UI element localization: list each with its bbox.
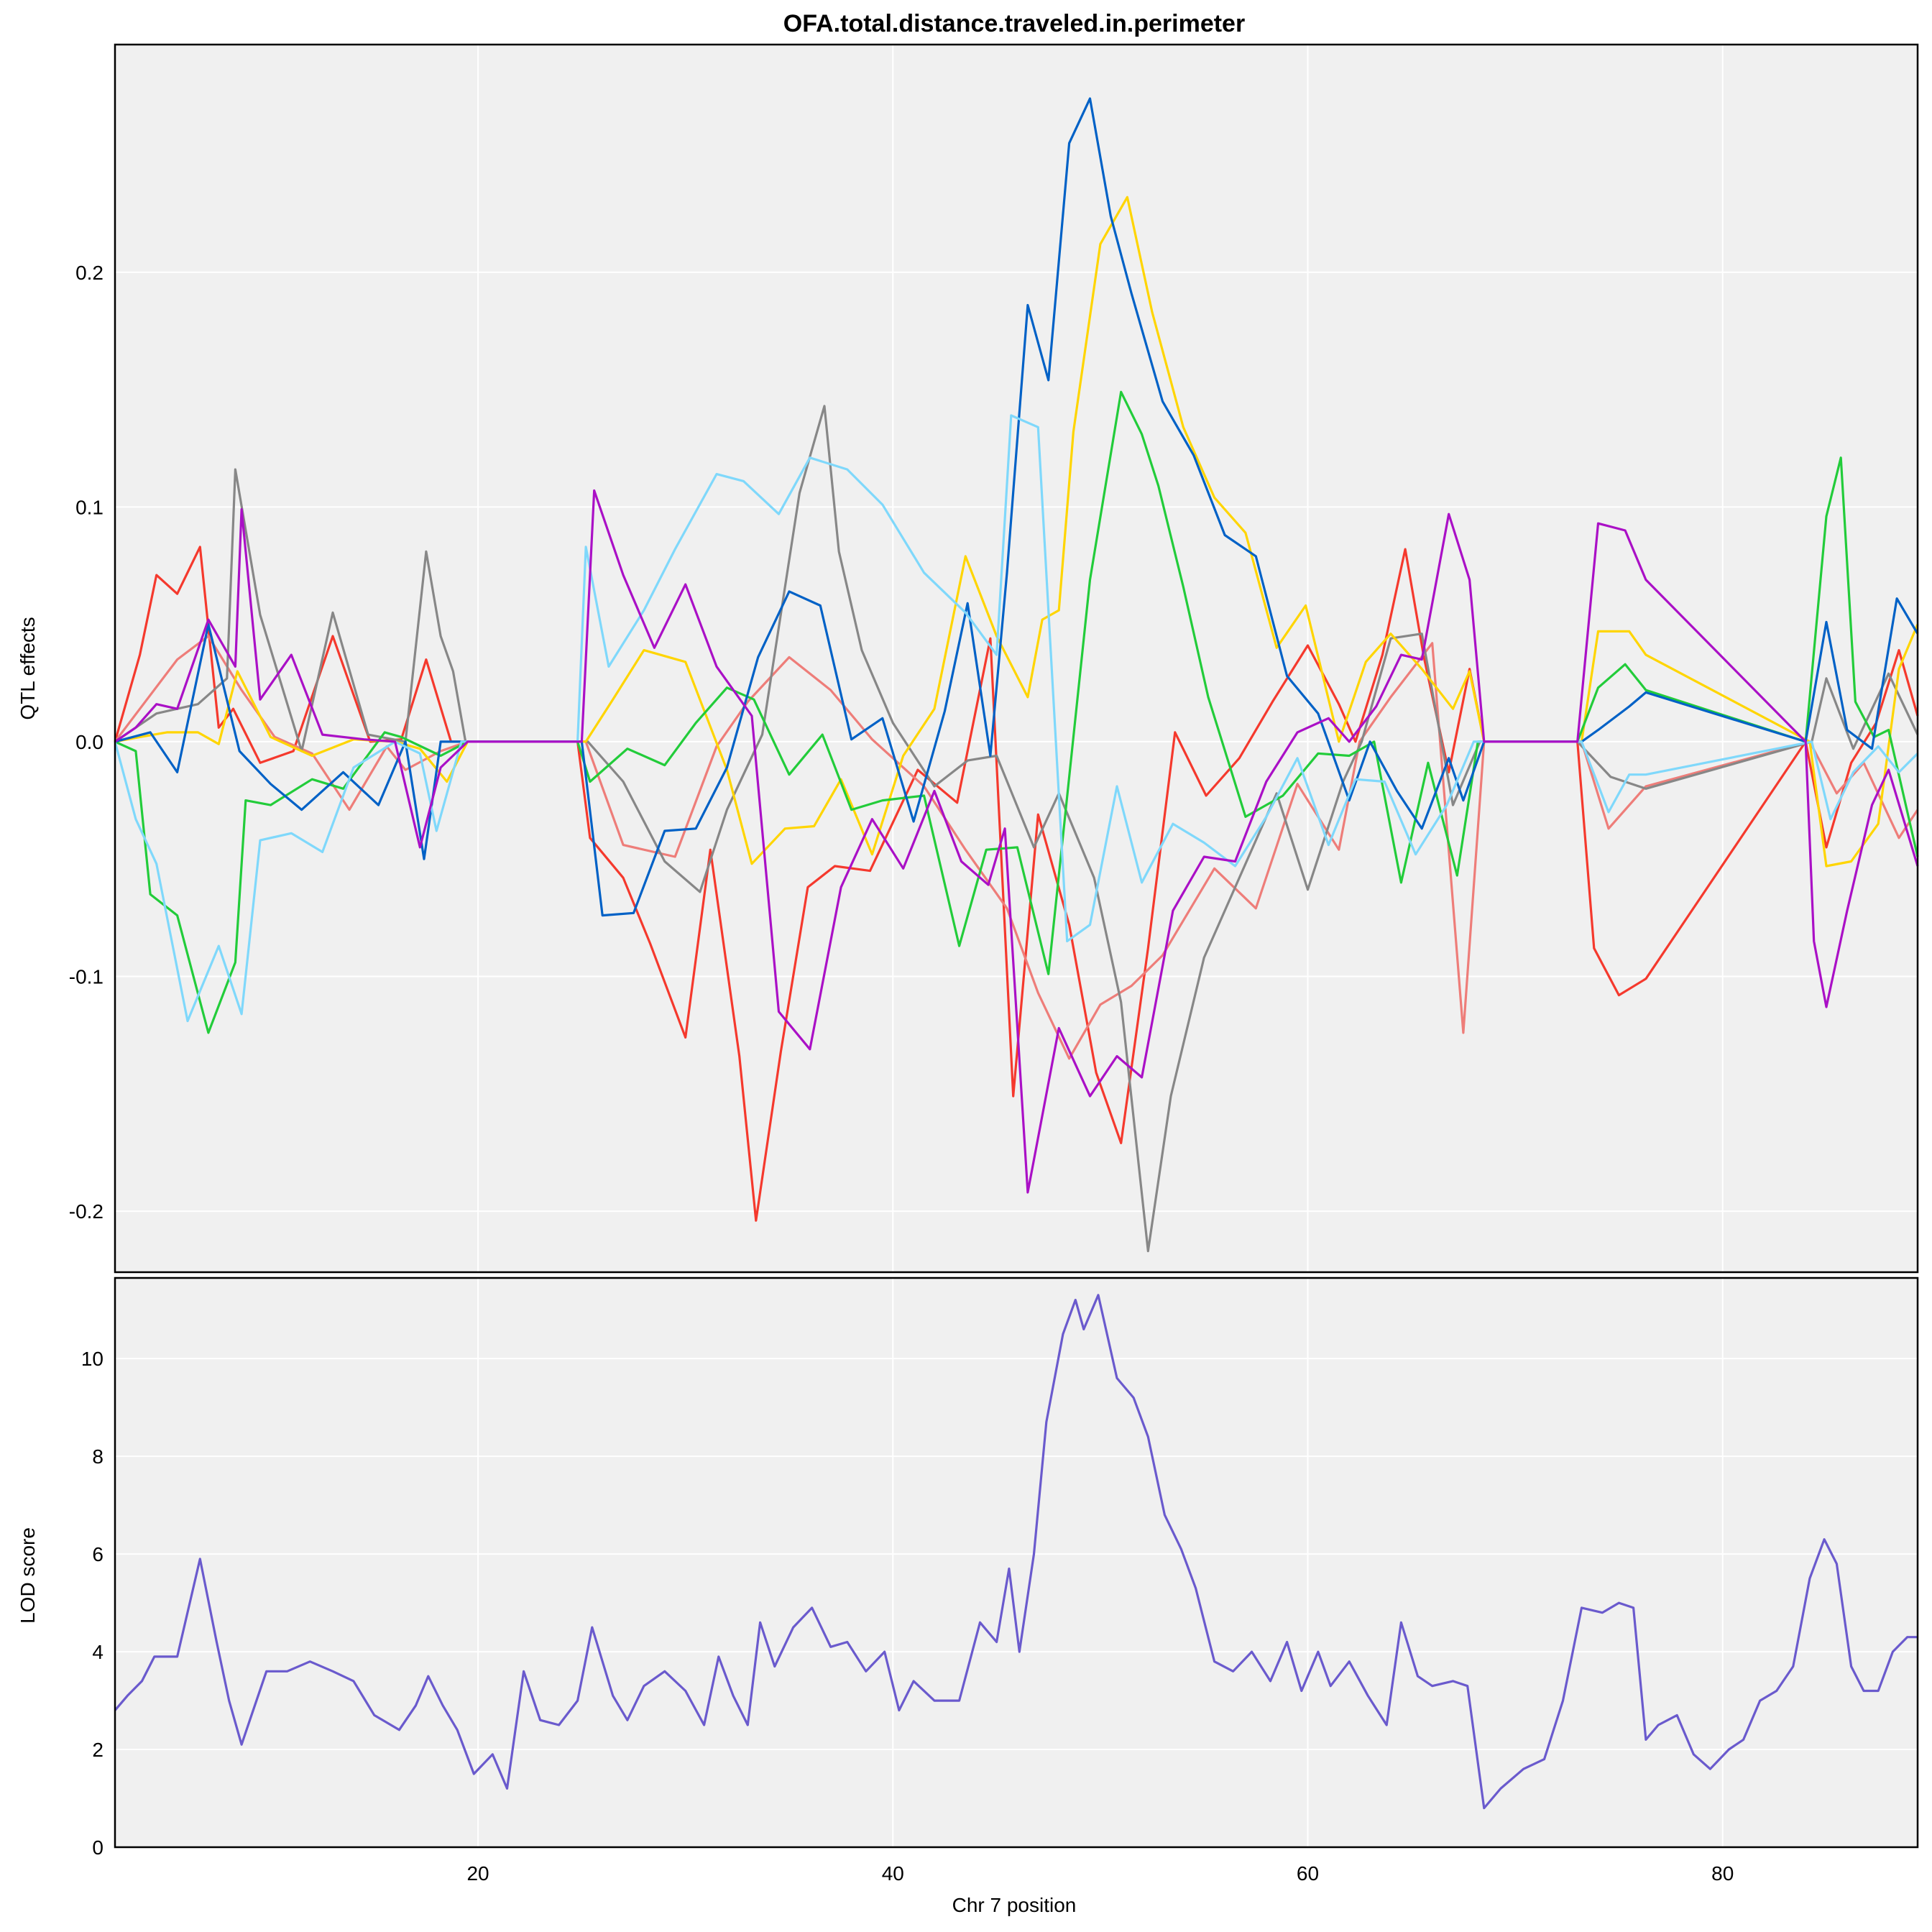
effects-series-line-8 bbox=[114, 489, 1919, 1194]
lod-plot-area bbox=[115, 1278, 1918, 1847]
lod-y-tick-label: 6 bbox=[92, 1543, 104, 1565]
lod-y-axis-label: LOD score bbox=[17, 1527, 39, 1624]
x-axis-label: Chr 7 position bbox=[952, 1894, 1077, 1916]
x-tick-label: 20 bbox=[466, 1862, 489, 1885]
x-tick-label: 60 bbox=[1297, 1862, 1319, 1885]
effects-grid bbox=[115, 45, 1918, 1272]
effects-frame bbox=[114, 43, 1919, 1274]
lod-frame bbox=[114, 1276, 1919, 1849]
effects-y-tick-label: 0.1 bbox=[75, 496, 104, 518]
lod-y-tick-label: 8 bbox=[92, 1445, 104, 1468]
lod-y-tick-label: 10 bbox=[81, 1348, 104, 1370]
lod-y-tick-label: 0 bbox=[92, 1836, 104, 1859]
x-tick-label: 80 bbox=[1711, 1862, 1734, 1885]
effects-y-tick-label: -0.1 bbox=[69, 966, 104, 988]
effects-y-tick-label: -0.2 bbox=[69, 1200, 104, 1223]
x-tick-label: 40 bbox=[882, 1862, 904, 1885]
lod-y-tick-label: 4 bbox=[92, 1641, 104, 1663]
lod-series-line-1 bbox=[114, 1294, 1918, 1810]
effects-series-line-3 bbox=[114, 405, 1919, 1253]
effects-plot-area bbox=[115, 45, 1918, 1272]
effects-panel: -0.2 -0.1 0.0 0.1 0.2 bbox=[69, 43, 1919, 1274]
effects-y-axis-label: QTL effects bbox=[17, 617, 39, 719]
lod-y-tick-label: 2 bbox=[92, 1739, 104, 1761]
effects-y-tick-label: 0.0 bbox=[75, 731, 104, 753]
effects-y-tick-label: 0.2 bbox=[75, 262, 104, 284]
chart-title: OFA.total.distance.traveled.in.perimeter bbox=[783, 10, 1245, 37]
lod-panel: 0 2 4 6 8 10 20 40 60 80 bbox=[81, 1276, 1919, 1885]
